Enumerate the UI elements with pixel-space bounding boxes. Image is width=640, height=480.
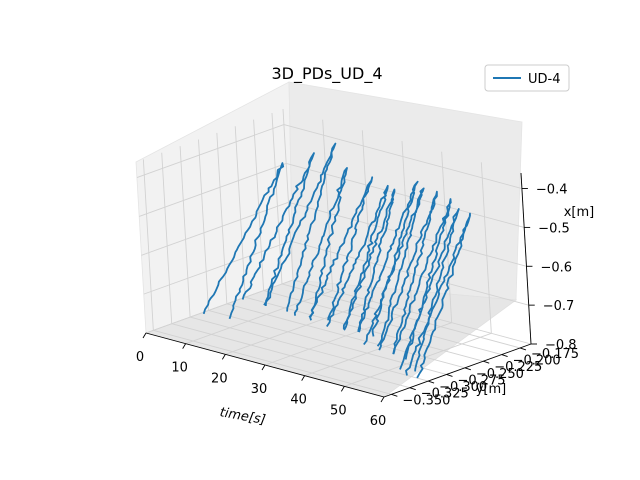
y-tick-label: −0.250 <box>476 367 524 382</box>
x-tick-mark <box>340 386 345 392</box>
x-tick-mark <box>182 343 187 349</box>
grid-line-y-floor <box>171 323 410 389</box>
grid-line-time-floor <box>185 290 333 345</box>
legend-label: UD-4 <box>528 72 561 87</box>
z-tick-label: −0.8 <box>545 338 577 353</box>
y-tick-label: −0.300 <box>439 380 487 395</box>
grid-line-time-wall <box>361 130 373 302</box>
z-tick-label: −0.7 <box>543 299 575 314</box>
grid-line-y-floor <box>153 329 392 395</box>
grid-line-z-back <box>290 240 529 306</box>
z-tick-label: −0.6 <box>540 260 572 275</box>
x-tick-mark <box>221 354 226 360</box>
grid-line-y-floor <box>189 316 429 382</box>
series-cycle-path <box>326 184 389 330</box>
y-tick-mark <box>409 387 416 391</box>
z-axis-line <box>520 172 532 345</box>
legend: UD-4 <box>484 64 570 92</box>
grid-line-z-back <box>288 201 527 267</box>
y-tick-mark <box>501 354 508 358</box>
grid-line-z-back <box>292 279 532 345</box>
y-axis-label: y[m] <box>476 382 507 397</box>
grid-line-z-left <box>136 124 285 178</box>
grid-line-y-wall <box>216 132 228 304</box>
z-tick-label: −0.4 <box>536 183 568 198</box>
grid-line-y-wall <box>234 126 246 298</box>
y-tick-mark <box>391 393 398 397</box>
series-ud-4 <box>202 142 471 379</box>
y-tick-label: −0.175 <box>531 347 579 362</box>
y-tick-mark <box>427 380 435 384</box>
y-tick-mark <box>446 374 453 377</box>
x-tick-label: 40 <box>290 393 307 408</box>
tick-labels: 0102030405060−0.175−0.200−0.225−0.250−0.… <box>136 183 579 429</box>
y-tick-mark <box>483 360 490 364</box>
series-cycle-path <box>263 142 337 312</box>
x-tick-label: 20 <box>211 371 228 386</box>
y-tick-label: −0.275 <box>457 373 505 388</box>
grid-line-z-left <box>141 201 289 256</box>
chart-title: 3D_PDs_UD_4 <box>271 64 382 84</box>
series-cycle-path <box>308 176 374 321</box>
grid-line-time-floor <box>225 300 373 355</box>
legend-box <box>484 64 570 92</box>
grid-line-y-wall <box>142 159 154 331</box>
grid-line-z-left <box>139 162 287 217</box>
z-axis-label: x[m] <box>564 205 595 220</box>
x-tick-mark <box>261 364 266 371</box>
x-tick-mark <box>142 332 147 339</box>
series-cycle-path <box>202 162 285 320</box>
x-tick-mark <box>380 396 385 403</box>
axis-lines <box>142 172 537 403</box>
grid-line-time-wall <box>322 119 334 291</box>
x-tick-label: 10 <box>171 361 188 376</box>
grid-line-y-floor <box>263 290 502 356</box>
z-tick-label: −0.5 <box>538 221 570 236</box>
grid-line-y-wall <box>161 152 173 324</box>
y-tick-mark <box>519 347 527 351</box>
y-tick-label: −0.225 <box>494 360 542 375</box>
grid-line-y-floor <box>245 296 484 362</box>
grid-line-y-wall <box>179 146 191 318</box>
grid-line-time-wall <box>480 162 492 334</box>
series-cycle-path <box>378 190 438 355</box>
series-cycle-path <box>293 167 348 321</box>
x-tick-label: 50 <box>330 403 347 418</box>
x-tick-label: 0 <box>136 350 144 365</box>
x-tick-label: 60 <box>370 414 387 429</box>
y-tick-label: −0.325 <box>421 387 469 402</box>
grid-line-time-wall <box>282 108 294 281</box>
grid-line-z-back <box>283 124 523 189</box>
grid-line-y-wall <box>198 139 209 311</box>
grid-line-time-floor <box>304 322 452 377</box>
series-cycle-path <box>241 152 315 307</box>
x-tick-mark <box>301 375 306 381</box>
series-cycle-path <box>405 212 471 379</box>
grid-line-z-back <box>286 162 525 228</box>
grid-line-y-floor <box>208 310 447 375</box>
y-axis-line <box>383 343 532 398</box>
grid-line-time-wall <box>401 140 413 313</box>
series-cycle-path <box>343 188 396 333</box>
x-tick-label: 30 <box>251 382 268 397</box>
series-cycle-path <box>363 187 425 347</box>
y-tick-label: −0.200 <box>513 354 561 369</box>
y-tick-mark <box>464 367 471 371</box>
y-tick-label: −0.350 <box>402 393 450 408</box>
